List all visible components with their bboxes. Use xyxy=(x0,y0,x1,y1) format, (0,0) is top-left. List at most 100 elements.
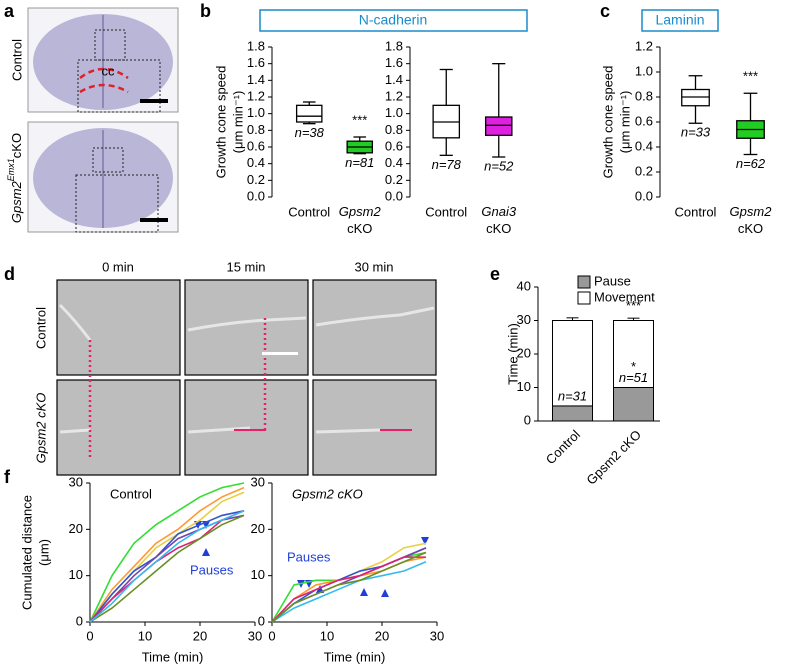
significance: * xyxy=(631,359,636,374)
y-tick-label: 0.4 xyxy=(385,155,403,170)
x-tick-label: Gpsm2 cKO xyxy=(339,204,382,236)
x-tick-label: 30 xyxy=(430,628,444,643)
significance: *** xyxy=(626,298,641,313)
y-axis-label: Time (min) xyxy=(505,323,520,385)
y-tick-label: 30 xyxy=(69,474,83,489)
suffix: cKO xyxy=(9,133,24,158)
n-label: n=51 xyxy=(619,370,648,385)
series-line xyxy=(89,510,245,623)
y-tick-label: 1.2 xyxy=(635,38,653,53)
chart-title: Control xyxy=(110,486,152,501)
n-label: n=38 xyxy=(295,125,325,140)
chart-title: N-cadherin xyxy=(359,12,427,28)
series-line xyxy=(89,482,245,623)
y-tick-label: 0.6 xyxy=(385,138,403,153)
y-tick-label: 0.6 xyxy=(247,138,265,153)
y-tick-label: 10 xyxy=(69,567,83,582)
time-label: 15 min xyxy=(226,259,265,274)
y-axis-label: (μm min⁻¹) xyxy=(230,91,245,154)
annotation: Pauses xyxy=(287,549,331,564)
panel-label: f xyxy=(4,467,11,487)
panel-label: d xyxy=(4,264,15,284)
y-tick-label: 0 xyxy=(76,613,83,628)
x-tick-label: 30 xyxy=(248,628,262,643)
y-tick-label: 0.0 xyxy=(635,188,653,203)
y-tick-label: 1.2 xyxy=(385,88,403,103)
y-tick-label: 0.2 xyxy=(385,172,403,187)
n-label: n=33 xyxy=(681,125,711,140)
y-tick-label: 20 xyxy=(251,521,265,536)
row-label: Gpsm2 cKO xyxy=(33,393,48,464)
bar-segment xyxy=(552,320,593,407)
annotation: Pauses xyxy=(190,562,234,577)
n-label: n=31 xyxy=(558,388,587,403)
x-axis-label: Time (min) xyxy=(324,649,386,664)
y-tick-label: 0.0 xyxy=(385,188,403,203)
significance: *** xyxy=(352,112,367,127)
significance: *** xyxy=(743,69,758,84)
x-tick-label: Control xyxy=(675,204,717,219)
y-tick-label: 40 xyxy=(517,278,531,293)
y-tick-label: 20 xyxy=(517,345,531,360)
row-label: Gpsm2Emx1cKO xyxy=(6,133,24,223)
y-axis-label: Growth cone speed xyxy=(600,66,615,179)
axon-traces xyxy=(58,303,435,434)
y-tick-label: 0 xyxy=(524,412,531,427)
y-tick-label: 0.0 xyxy=(247,188,265,203)
x-tick-label: 20 xyxy=(193,628,207,643)
chart-title: Gpsm2 cKO xyxy=(292,486,363,501)
x-tick-label: 10 xyxy=(138,628,152,643)
y-tick-label: 1.4 xyxy=(247,72,265,87)
y-tick-label: 10 xyxy=(251,567,265,582)
y-tick-label: 0.8 xyxy=(385,122,403,137)
bar-segment xyxy=(613,320,654,388)
y-tick-label: 1.6 xyxy=(385,55,403,70)
y-tick-label: 10 xyxy=(517,379,531,394)
series-line xyxy=(271,556,427,623)
cc-label: cc xyxy=(102,63,116,78)
y-tick-label: 0 xyxy=(258,613,265,628)
y-axis-label: (μm min⁻¹) xyxy=(617,91,632,154)
y-tick-label: 1.4 xyxy=(385,72,403,87)
panel-label: c xyxy=(600,1,610,21)
n-label: n=81 xyxy=(345,155,374,170)
markers xyxy=(88,318,412,460)
n-label: n=52 xyxy=(484,158,514,173)
brain-image xyxy=(27,121,179,233)
legend-swatch xyxy=(577,275,591,289)
y-tick-label: 0.6 xyxy=(635,113,653,128)
x-tick-label: Gnai3 cKO xyxy=(481,204,516,236)
y-tick-label: 30 xyxy=(251,474,265,489)
chart-title: Laminin xyxy=(655,12,704,28)
row-label: Control xyxy=(33,307,48,349)
series-line xyxy=(89,510,245,623)
x-tick-label: Gpsm2 cKO xyxy=(730,204,773,236)
legend-swatch xyxy=(577,291,591,305)
legend-label: Movement xyxy=(594,289,655,304)
bar-segment xyxy=(552,405,593,422)
x-tick-label: Control xyxy=(425,204,467,219)
box xyxy=(484,116,513,136)
x-tick-label: 0 xyxy=(86,628,93,643)
y-tick-label: 0.4 xyxy=(247,155,265,170)
y-tick-label: 1.8 xyxy=(247,38,265,53)
n-label: n=62 xyxy=(736,156,766,171)
x-tick-label: 10 xyxy=(320,628,334,643)
row-label: Control xyxy=(9,39,24,81)
x-tick-label: Control xyxy=(288,204,330,219)
brain-image xyxy=(27,7,179,113)
x-tick-label: 0 xyxy=(268,628,275,643)
bar-segment xyxy=(613,387,654,422)
y-tick-label: 0.8 xyxy=(247,122,265,137)
y-tick-label: 1.0 xyxy=(635,63,653,78)
x-tick-label: 20 xyxy=(375,628,389,643)
y-tick-label: 1.8 xyxy=(385,38,403,53)
y-tick-label: 0.2 xyxy=(247,172,265,187)
y-tick-label: 1.6 xyxy=(247,55,265,70)
y-tick-label: 0.4 xyxy=(635,138,653,153)
box xyxy=(295,104,323,123)
series-line xyxy=(89,514,245,623)
y-tick-label: 20 xyxy=(69,521,83,536)
series-line xyxy=(271,556,426,623)
